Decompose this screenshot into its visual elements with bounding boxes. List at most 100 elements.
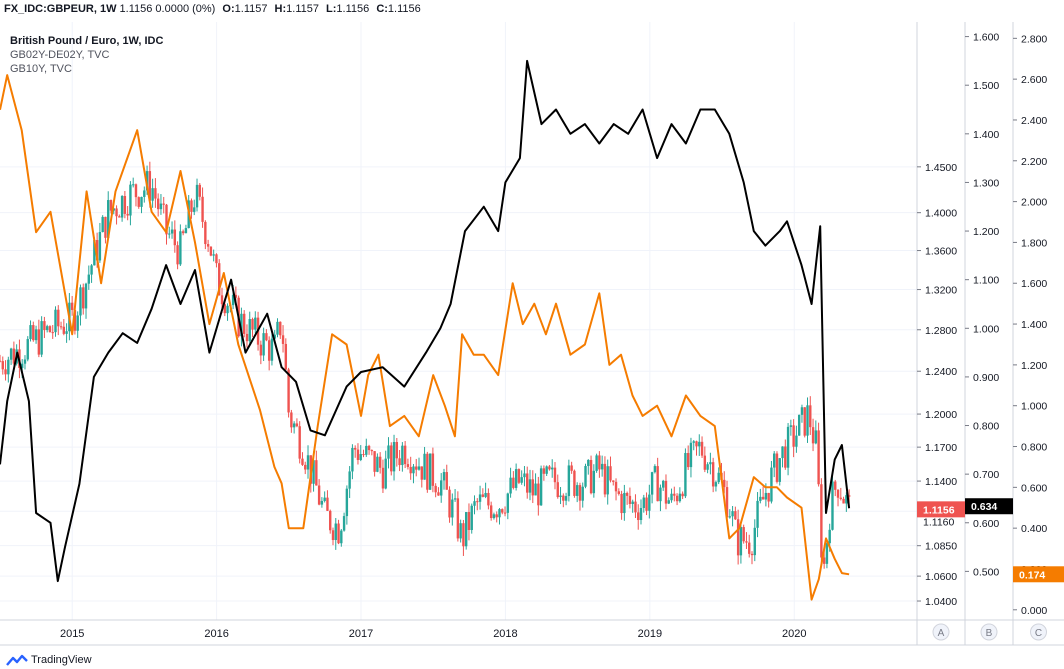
candle-body (326, 497, 329, 511)
axis-tick-label: 1.400 (973, 129, 999, 141)
candle-body (839, 497, 843, 499)
candle-body (467, 512, 471, 531)
candle-body (176, 245, 179, 265)
candle-body (220, 295, 224, 305)
x-tick-label: 2015 (60, 628, 84, 640)
candle-body (803, 407, 806, 436)
candle-body (270, 338, 274, 361)
candle-body (148, 171, 152, 201)
candle-body (653, 466, 657, 473)
candle-body (48, 326, 52, 333)
candle-body (739, 527, 743, 556)
axis-tick-label: 1.0600 (925, 571, 957, 583)
candle-body (703, 455, 707, 470)
candle-body (551, 467, 554, 470)
candle-body (62, 326, 66, 334)
legend-gb10y-series[interactable]: GB10Y, TVC (10, 63, 72, 75)
candle-body (650, 472, 654, 495)
candle-body (789, 425, 793, 427)
legend-main-series[interactable]: British Pound / Euro, 1W, IDC (10, 35, 164, 47)
candle-body (70, 302, 74, 310)
candle-body (120, 196, 124, 218)
scale-button-c[interactable]: C (1030, 623, 1047, 641)
candle-body (65, 331, 68, 334)
candle-body (770, 467, 773, 502)
candle-body (773, 453, 776, 468)
candle-body (462, 523, 465, 547)
axis-tick-label: 1.300 (973, 177, 999, 189)
axis-tick-label: 0.900 (973, 372, 999, 384)
candle-body (168, 233, 171, 235)
candle-body (456, 498, 460, 539)
candle-body (717, 472, 720, 483)
candle-body (340, 530, 343, 544)
candle-body (107, 200, 110, 238)
candle-body (734, 511, 737, 520)
axis-tick-label: 1.100 (973, 275, 999, 287)
candle-body (193, 207, 196, 212)
axis-tick-label: 0.400 (1021, 523, 1047, 535)
candle-body (306, 455, 310, 470)
candle-body (112, 208, 115, 211)
candle-body (631, 501, 634, 505)
candle-body (179, 231, 182, 265)
candle-body (562, 495, 565, 501)
candle-body (240, 313, 243, 337)
footer-brand: TradingView (6, 654, 92, 666)
candle-body (542, 468, 546, 474)
candle-body (695, 441, 698, 447)
candle-body (73, 309, 77, 331)
candle-body (82, 287, 85, 309)
candle-body (811, 427, 815, 444)
candle-body (764, 492, 768, 500)
candle-body (317, 485, 321, 505)
brand-name: TradingView (31, 654, 92, 666)
candle-body (59, 326, 63, 328)
candle-body (395, 441, 399, 459)
scale-button-b[interactable]: B (980, 623, 998, 641)
candle-body (603, 463, 607, 495)
candle-body (553, 467, 557, 483)
legend-spread-series[interactable]: GB02Y-DE02Y, TVC (10, 49, 110, 61)
candle-body (40, 321, 43, 355)
candle-body (836, 489, 840, 498)
candle-body (209, 246, 213, 256)
candle-body (79, 287, 82, 316)
candle-body (767, 492, 770, 502)
candle-body (481, 494, 485, 497)
candle-body (800, 407, 804, 415)
axis-tick-label: 0.800 (1021, 442, 1047, 454)
symbol-label[interactable]: FX_IDC:GBPEUR, 1W (4, 3, 117, 15)
candle-body (761, 496, 765, 500)
candle-body (745, 541, 748, 543)
candle-body (784, 446, 787, 468)
candle-body (234, 294, 238, 298)
candle-body (212, 254, 215, 256)
candle-body (173, 229, 177, 246)
candle-body (686, 453, 690, 468)
candle-body (190, 200, 193, 212)
candle-body (273, 334, 276, 339)
candle-body (809, 405, 812, 428)
candle-body (162, 203, 165, 205)
axis-tick-label: 1.0400 (925, 596, 957, 608)
candle-body (659, 487, 662, 502)
candle-body (781, 446, 784, 459)
scale-button-label: C (1035, 628, 1042, 639)
candle-body (101, 216, 104, 233)
scale-button-bg (980, 623, 998, 641)
candle-body (20, 363, 24, 368)
scale-button-a[interactable]: A (932, 623, 950, 641)
candle-body (259, 344, 263, 356)
candle-body (831, 481, 834, 530)
candle-body (639, 507, 643, 521)
candle-body (612, 480, 615, 482)
axis-tick-label: 1.2400 (925, 366, 957, 378)
candle-body (84, 283, 88, 309)
candle-body (673, 493, 676, 496)
candle-body (248, 319, 251, 342)
candle-body (792, 425, 795, 447)
candle-body (54, 309, 57, 333)
candle-body (137, 197, 140, 207)
